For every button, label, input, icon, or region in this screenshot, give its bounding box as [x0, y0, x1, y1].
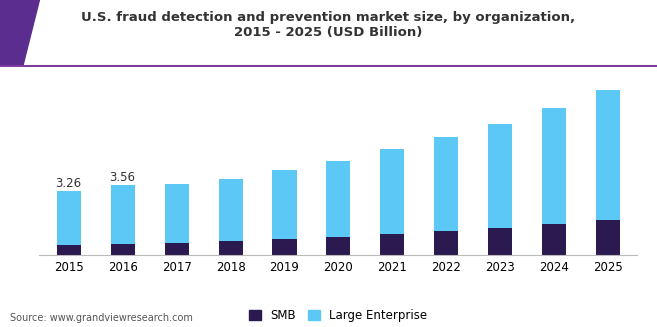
Bar	[219, 179, 242, 241]
Bar	[273, 239, 296, 255]
Bar	[327, 161, 350, 237]
Bar	[219, 241, 242, 255]
Bar	[273, 170, 296, 239]
Bar	[380, 234, 404, 255]
Bar	[541, 108, 566, 224]
Bar	[487, 228, 512, 255]
Bar	[434, 137, 458, 231]
Bar	[57, 191, 81, 245]
Bar	[165, 184, 189, 243]
Text: U.S. fraud detection and prevention market size, by organization,
2015 - 2025 (U: U.S. fraud detection and prevention mark…	[81, 10, 576, 39]
Bar	[327, 237, 350, 255]
Bar	[595, 220, 620, 255]
Bar	[380, 149, 404, 234]
Bar	[165, 243, 189, 255]
Text: 3.26: 3.26	[55, 177, 81, 190]
Bar	[541, 224, 566, 255]
Legend: SMB, Large Enterprise: SMB, Large Enterprise	[244, 304, 432, 327]
Bar	[111, 185, 135, 244]
Bar	[595, 90, 620, 220]
Polygon shape	[0, 0, 39, 65]
Bar	[434, 231, 458, 255]
Bar	[487, 124, 512, 228]
Bar	[111, 244, 135, 255]
Text: 3.56: 3.56	[109, 171, 135, 184]
Text: Source: www.grandviewresearch.com: Source: www.grandviewresearch.com	[10, 313, 193, 323]
Bar	[57, 245, 81, 255]
